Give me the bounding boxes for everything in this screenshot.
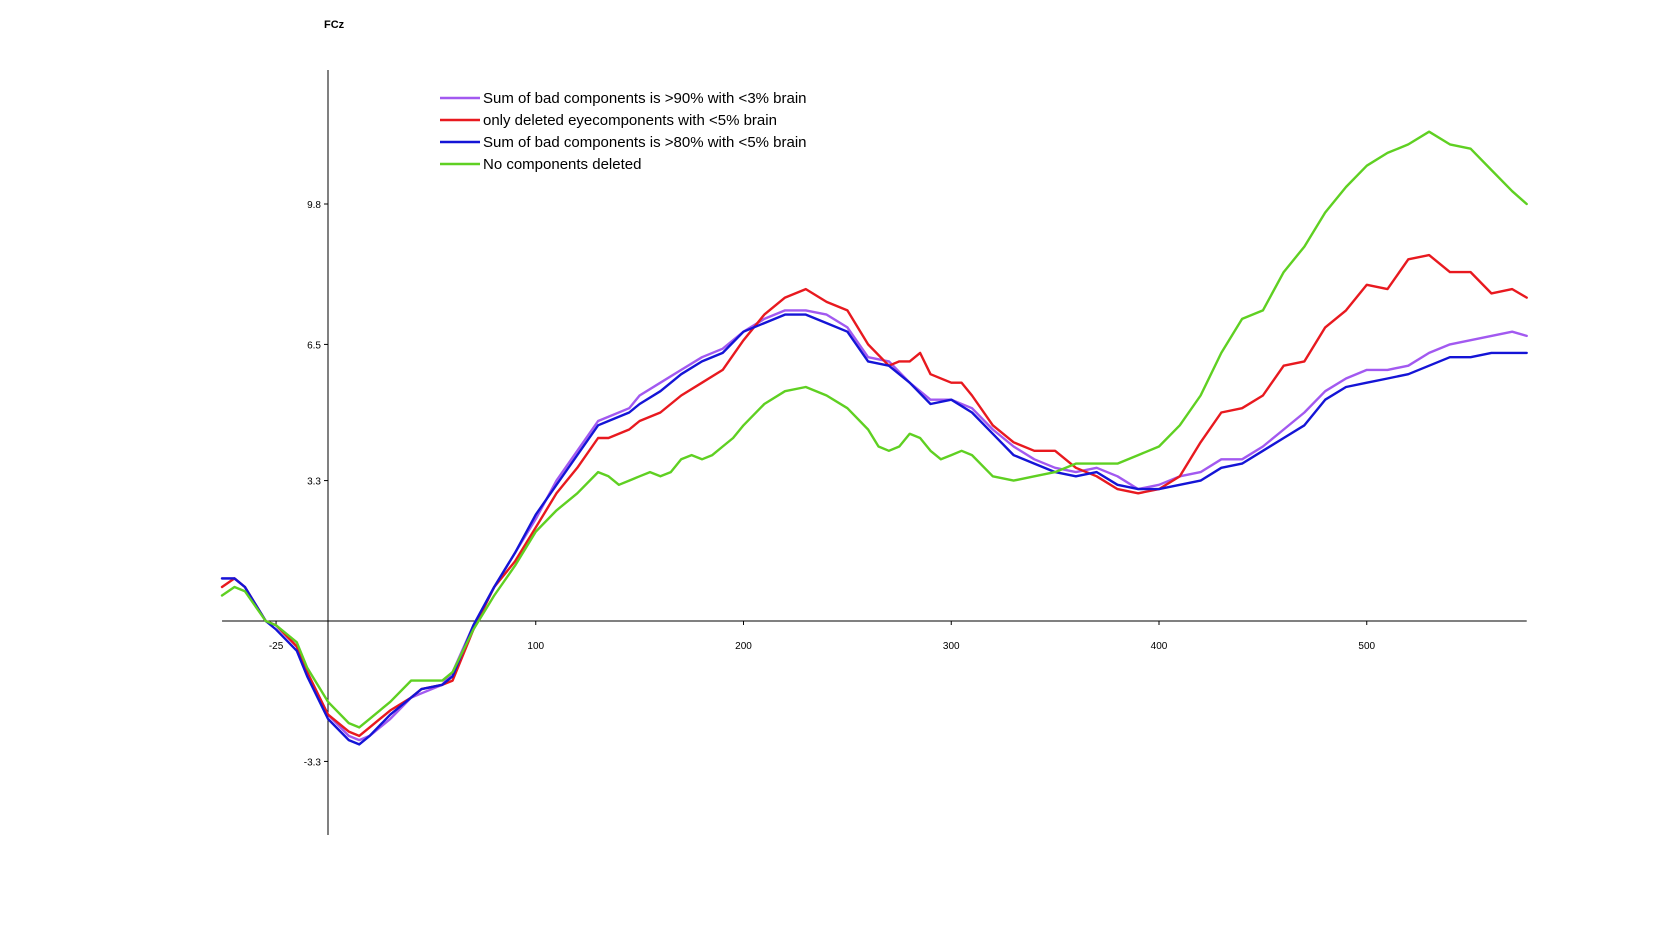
legend: Sum of bad components is >90% with <3% b… [440, 90, 807, 173]
x-tick-label: 300 [943, 641, 960, 652]
legend-label: only deleted eyecomponents with <5% brai… [483, 112, 777, 129]
x-tick-label: 500 [1358, 641, 1375, 652]
chart-title: FCz [324, 19, 345, 31]
legend-label: Sum of bad components is >90% with <3% b… [483, 90, 807, 107]
x-tick-label: 100 [527, 641, 544, 652]
series-lines [220, 130, 1528, 746]
series-line-2 [220, 253, 1528, 738]
series-line-3 [220, 313, 1528, 746]
y-tick-label: 9.8 [307, 200, 321, 211]
y-tick-label: 3.3 [307, 477, 321, 488]
x-tick-label: -25 [269, 641, 284, 652]
series-line-4 [220, 130, 1528, 729]
axes: -25 100 200 300 400 500 9.8 6.5 3.3 -3.3 [222, 70, 1527, 835]
legend-label: No components deleted [483, 156, 641, 173]
x-tick-label: 200 [735, 641, 752, 652]
y-tick-label: -3.3 [304, 757, 322, 768]
y-tick-label: 6.5 [307, 340, 321, 351]
legend-label: Sum of bad components is >80% with <5% b… [483, 134, 807, 151]
series-line-1 [220, 309, 1528, 742]
x-tick-label: 400 [1151, 641, 1168, 652]
